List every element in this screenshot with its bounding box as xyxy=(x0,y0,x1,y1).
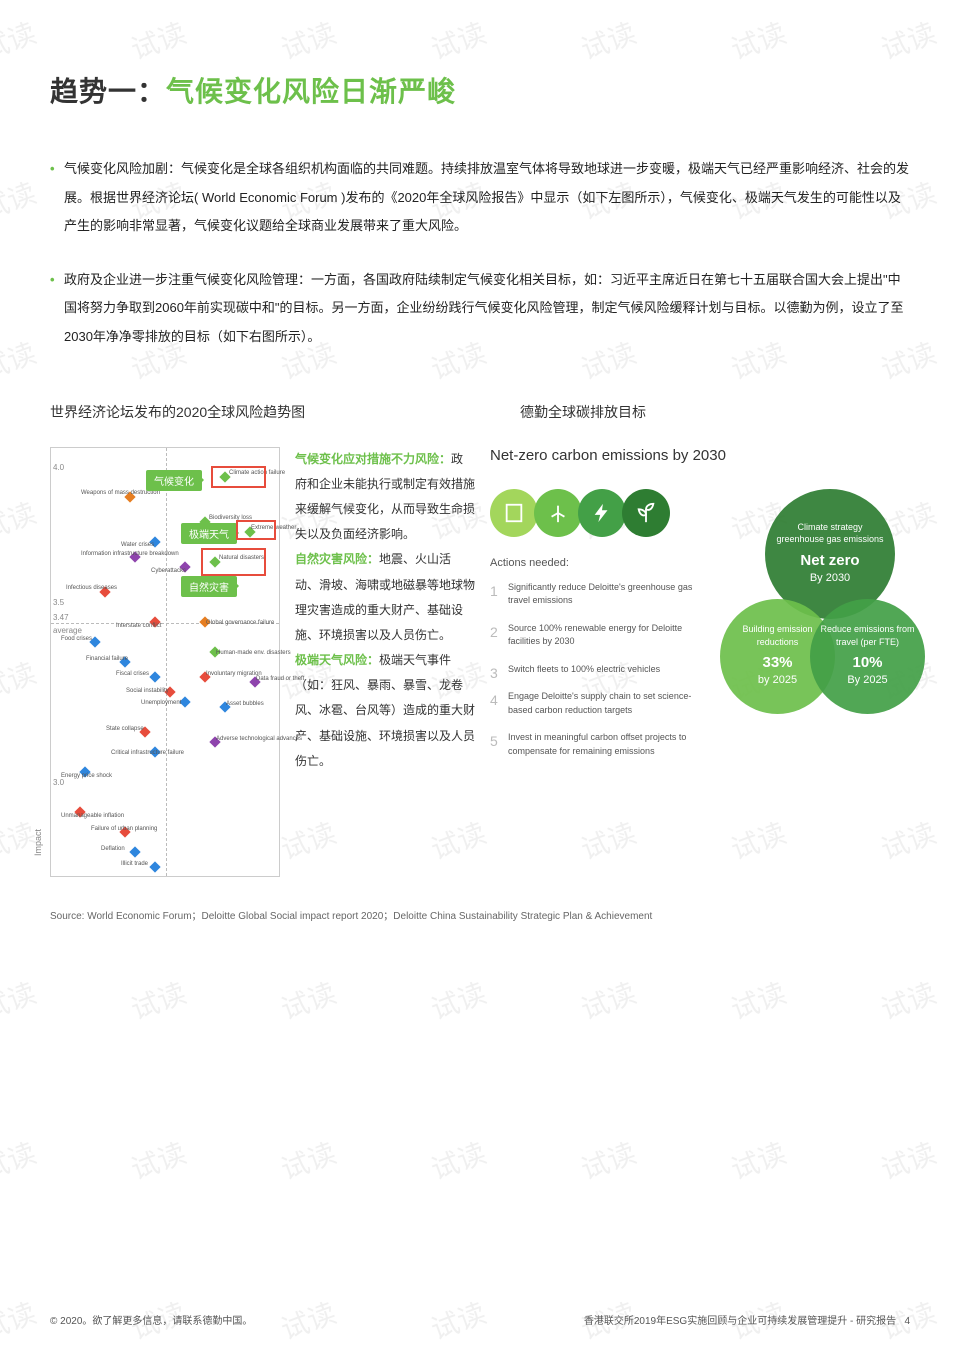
risk-title: 气候变化应对措施不力风险： xyxy=(295,452,451,466)
action-number: 1 xyxy=(490,581,498,602)
actions-list: 1Significantly reduce Deloitte's greenho… xyxy=(490,581,700,759)
bullet-item: 气候变化风险加剧：气候变化是全球各组织机构面临的共同难题。持续排放温室气体将导致… xyxy=(50,155,910,241)
scatter-callout-tag: 自然灾害 xyxy=(181,576,237,597)
scatter-point-label: Involuntary migration xyxy=(206,671,262,677)
netzero-title: Net-zero carbon emissions by 2030 xyxy=(490,447,910,464)
wind-icon xyxy=(534,489,582,537)
scatter-point-label: Energy price shock xyxy=(61,773,112,779)
scatter-point-label: Critical infrastructure failure xyxy=(111,750,184,756)
action-item: 5Invest in meaningful carbon offset proj… xyxy=(490,731,700,758)
action-item: 4Engage Deloitte's supply chain to set s… xyxy=(490,690,700,717)
scatter-point-label: Financial failure xyxy=(86,656,128,662)
scatter-point-label: Fiscal crises xyxy=(116,671,149,677)
source-line: Source: World Economic Forum；Deloitte Gl… xyxy=(50,907,910,922)
scatter-point-label: Data fraud or theft xyxy=(256,676,304,682)
risk-paragraph: 气候变化应对措施不力风险：政府和企业未能执行或制定有效措施来缓解气候变化，从而导… xyxy=(295,447,475,548)
risk-paragraph: 极端天气风险：极端天气事件（如：狂风、暴雨、暴雪、龙卷风、冰雹、台风等）造成的重… xyxy=(295,648,475,774)
scatter-ytick: average xyxy=(53,626,82,635)
netzero-panel: Net-zero carbon emissions by 2030 Action… xyxy=(490,447,910,877)
scatter-chart-wrap: Impact 4.03.53.47average3.0Climate actio… xyxy=(50,447,280,877)
scatter-point-label: Deflation xyxy=(101,846,125,852)
action-number: 4 xyxy=(490,690,498,711)
scatter-point-label: Unemployment xyxy=(141,700,181,706)
bullet-list: 气候变化风险加剧：气候变化是全球各组织机构面临的共同难题。持续排放温室气体将导致… xyxy=(50,155,910,352)
actions-label: Actions needed: xyxy=(490,557,700,569)
scatter-point xyxy=(129,846,140,857)
scatter-point-label: Adverse technological advances xyxy=(216,736,302,742)
bullet-item: 政府及企业进一步注重气候变化风险管理：一方面，各国政府陆续制定气候变化相关目标，… xyxy=(50,266,910,352)
scatter-highlight-box xyxy=(211,466,266,488)
scatter-point-label: Water crises xyxy=(121,542,154,548)
scatter-ytick: 3.0 xyxy=(53,778,64,787)
venn-circle: Reduce emissions from travel (per FTE)10… xyxy=(810,599,925,714)
icon-circle-row xyxy=(490,489,700,537)
action-number: 5 xyxy=(490,731,498,752)
netzero-left-col: Actions needed: 1Significantly reduce De… xyxy=(490,489,700,809)
scatter-ylabel: Impact xyxy=(33,829,43,856)
action-item: 2Source 100% renewable energy for Deloit… xyxy=(490,622,700,649)
scatter-point-label: Global governance failure xyxy=(206,620,274,626)
page-title: 趋势一：气候变化风险日渐严峻 xyxy=(50,70,910,110)
charts-row: Impact 4.03.53.47average3.0Climate actio… xyxy=(50,447,910,877)
scatter-highlight-box xyxy=(236,520,276,540)
scatter-point-label: State collapse xyxy=(106,726,144,732)
leaf-icon xyxy=(622,489,670,537)
subtitle-left: 世界经济论坛发布的2020全球风险趋势图 xyxy=(50,402,520,422)
scatter-point-label: Infectious diseases xyxy=(66,585,117,591)
risk-title: 极端天气风险： xyxy=(295,653,379,667)
risk-definitions: 气候变化应对措施不力风险：政府和企业未能执行或制定有效措施来缓解气候变化，从而导… xyxy=(295,447,475,877)
action-number: 3 xyxy=(490,663,498,684)
bolt-icon xyxy=(578,489,626,537)
scatter-point-label: Social instability xyxy=(126,688,169,694)
scatter-point-label: Asset bubbles xyxy=(226,701,264,707)
action-item: 1Significantly reduce Deloitte's greenho… xyxy=(490,581,700,608)
action-item: 3Switch fleets to 100% electric vehicles xyxy=(490,663,700,677)
action-number: 2 xyxy=(490,622,498,643)
scatter-ytick: 3.5 xyxy=(53,598,64,607)
scatter-point xyxy=(149,861,160,872)
building-icon xyxy=(490,489,538,537)
scatter-callout-tag: 极端天气 xyxy=(181,523,237,544)
scatter-point-label: Information infrastructure breakdown xyxy=(81,551,179,557)
scatter-point-label: Illicit trade xyxy=(121,861,148,867)
subtitle-row: 世界经济论坛发布的2020全球风险趋势图 德勤全球碳排放目标 xyxy=(50,402,910,422)
scatter-ytick: 3.47 xyxy=(53,613,69,622)
risk-paragraph: 自然灾害风险：地震、火山活动、滑坡、海啸或地磁暴等地球物理灾害造成的重大财产、基… xyxy=(295,547,475,648)
footer-left: © 2020。欲了解更多信息，请联系德勤中国。 xyxy=(50,1312,252,1327)
title-black: 趋势一： xyxy=(50,76,166,107)
scatter-point-label: Unmanageable inflation xyxy=(61,813,124,819)
scatter-point-label: Food crises xyxy=(61,636,92,642)
scatter-point xyxy=(149,671,160,682)
wef-risk-scatter: Impact 4.03.53.47average3.0Climate actio… xyxy=(50,447,280,877)
scatter-highlight-box xyxy=(201,548,266,576)
scatter-point-label: Human-made env. disasters xyxy=(216,650,291,656)
footer-right: 香港联交所2019年ESG实施回顾与企业可持续发展管理提升 - 研究报告 4 xyxy=(584,1312,910,1327)
scatter-point-label: Failure of urban planning xyxy=(91,826,157,832)
scatter-point-label: Interstate conflict xyxy=(116,623,161,629)
subtitle-right: 德勤全球碳排放目标 xyxy=(520,402,910,422)
risk-title: 自然灾害风险： xyxy=(295,552,379,566)
venn-diagram: Climate strategy greenhouse gas emission… xyxy=(720,489,910,809)
page-footer: © 2020。欲了解更多信息，请联系德勤中国。 香港联交所2019年ESG实施回… xyxy=(50,1312,910,1327)
scatter-point-label: Cyberattacks xyxy=(151,568,186,574)
title-green: 气候变化风险日渐严峻 xyxy=(166,76,456,107)
scatter-callout-tag: 气候变化 xyxy=(146,470,202,491)
scatter-ytick: 4.0 xyxy=(53,463,64,472)
